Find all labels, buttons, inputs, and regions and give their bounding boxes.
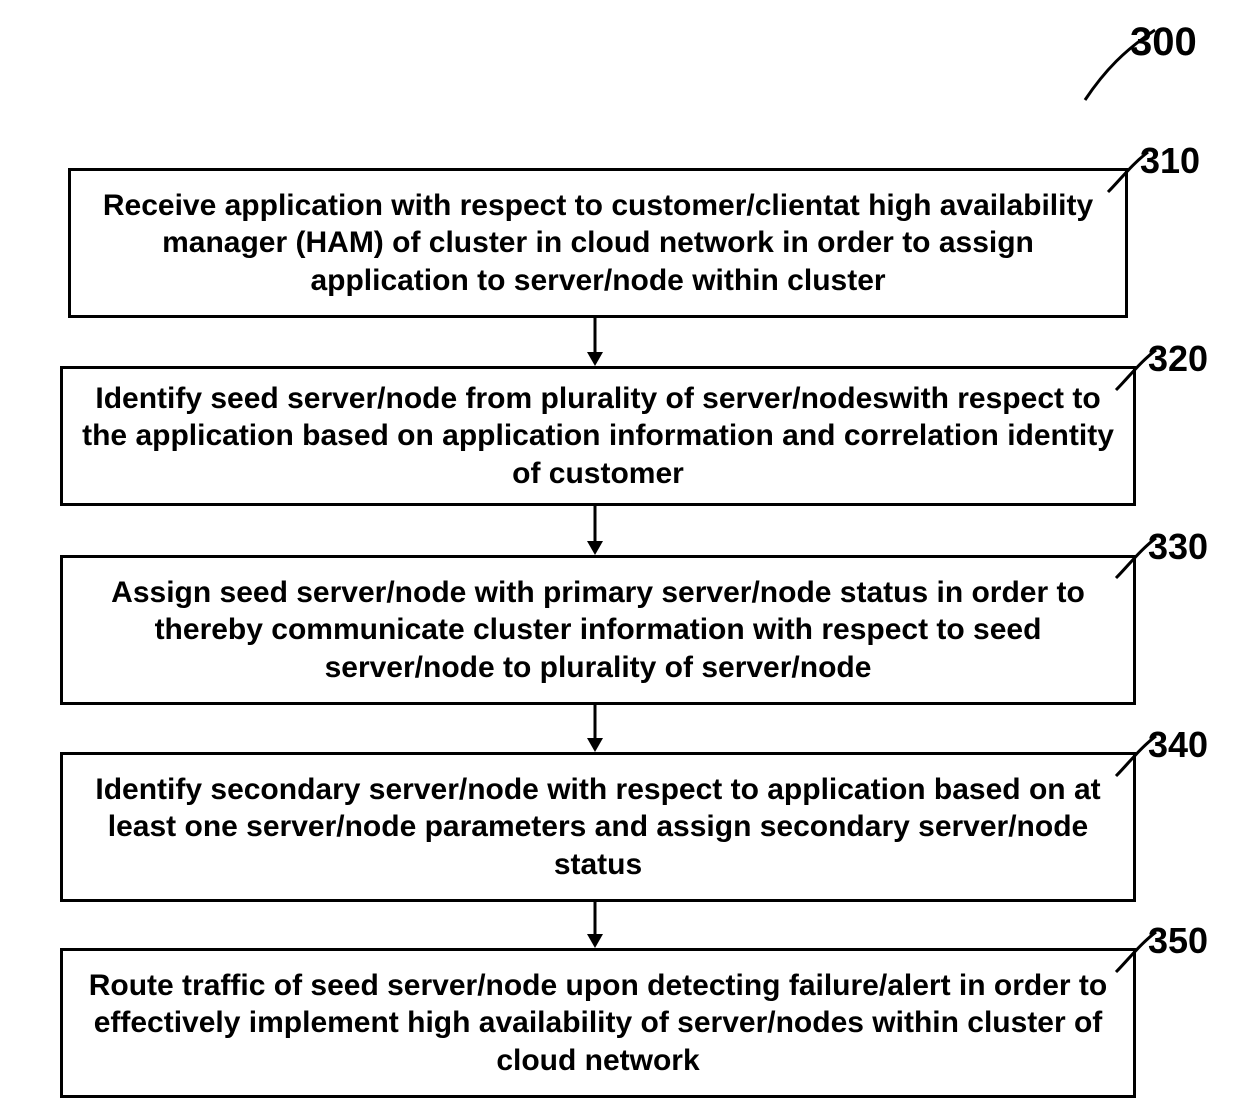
flow-arrow-340-350 <box>585 902 605 948</box>
flow-node-text: Assign seed server/node with primary ser… <box>75 574 1121 687</box>
flow-node-text: Identify secondary server/node with resp… <box>75 771 1121 884</box>
flow-node-text: Receive application with respect to cust… <box>83 187 1113 300</box>
flow-node-350: Route traffic of seed server/node upon d… <box>60 948 1136 1098</box>
flow-node-340: Identify secondary server/node with resp… <box>60 752 1136 902</box>
flow-node-text: Identify seed server/node from plurality… <box>75 380 1121 493</box>
node-label-330: 330 <box>1148 526 1208 568</box>
flow-node-text: Route traffic of seed server/node upon d… <box>75 967 1121 1080</box>
node-label-310: 310 <box>1140 140 1200 182</box>
flow-arrow-320-330 <box>585 506 605 555</box>
node-label-340: 340 <box>1148 724 1208 766</box>
flow-node-330: Assign seed server/node with primary ser… <box>60 555 1136 705</box>
node-label-320: 320 <box>1148 338 1208 380</box>
flow-arrow-330-340 <box>585 705 605 752</box>
node-label-350: 350 <box>1148 920 1208 962</box>
flow-node-320: Identify seed server/node from plurality… <box>60 366 1136 506</box>
flow-arrow-310-320 <box>585 318 605 366</box>
diagram-label: 300 <box>1130 20 1197 65</box>
flow-node-310: Receive application with respect to cust… <box>68 168 1128 318</box>
flowchart-canvas: 300 Receive application with respect to … <box>0 0 1240 1101</box>
